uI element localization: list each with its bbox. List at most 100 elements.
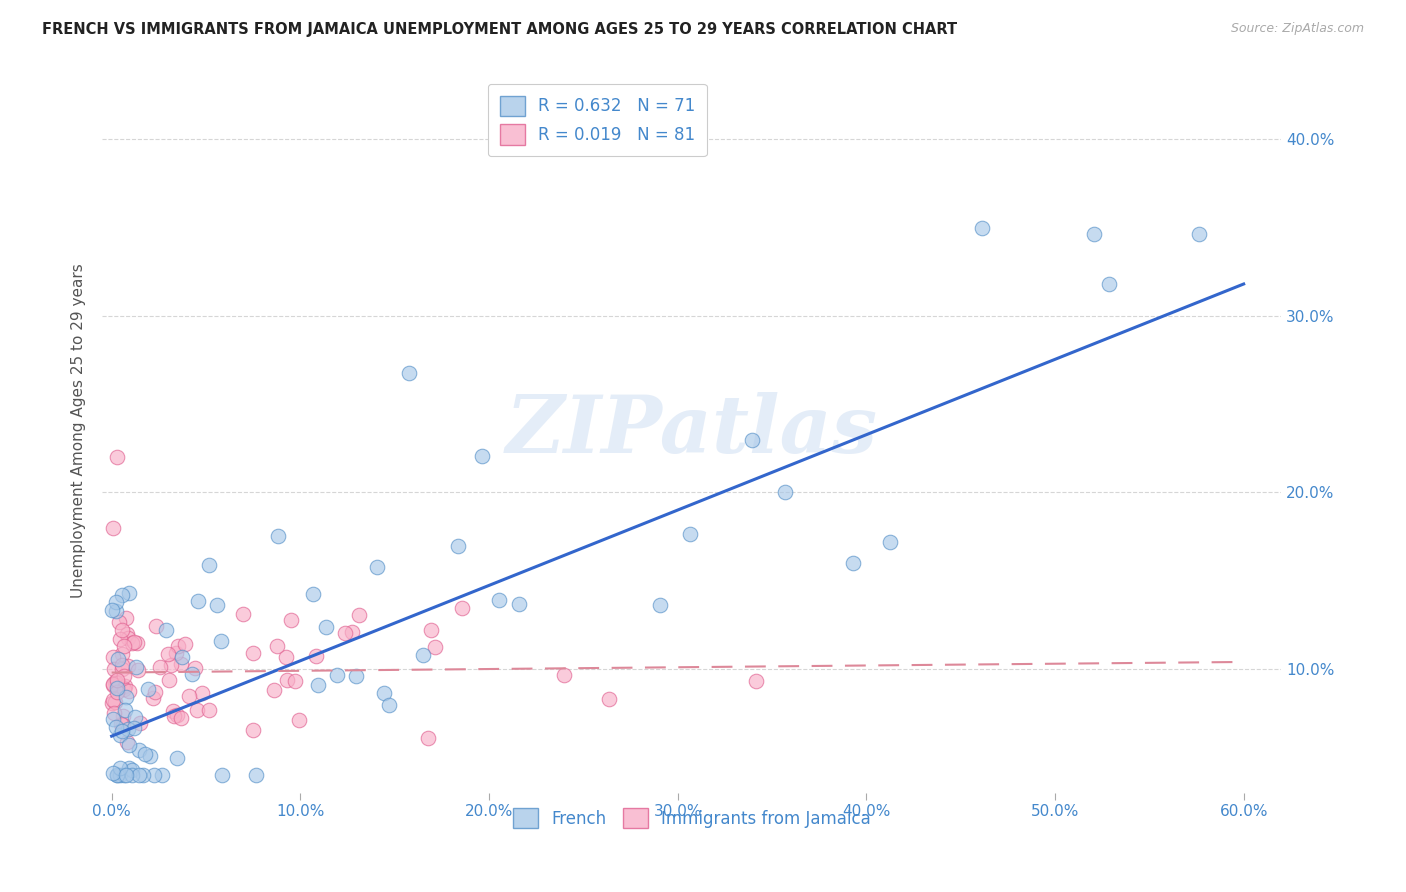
Point (598, 692, 620, 706)
Point (105, 768, 128, 782)
Point (1098, 277, 1121, 291)
Point (101, 521, 124, 535)
Point (101, 677, 124, 691)
Point (180, 667, 202, 681)
Point (101, 603, 124, 617)
Point (111, 658, 134, 673)
Point (1083, 227, 1105, 242)
Point (650, 598, 672, 612)
Point (117, 659, 139, 673)
Point (287, 713, 309, 727)
Point (1188, 227, 1211, 241)
Point (125, 659, 148, 673)
Point (117, 626, 139, 640)
Text: ZIPatlas: ZIPatlas (506, 392, 877, 469)
Point (842, 557, 865, 571)
Point (105, 681, 128, 695)
Point (412, 648, 434, 662)
Point (117, 586, 139, 600)
Point (101, 693, 124, 707)
Point (315, 620, 337, 634)
Point (107, 678, 129, 692)
Point (136, 681, 159, 696)
Point (183, 661, 205, 675)
Point (150, 768, 173, 782)
Point (124, 710, 146, 724)
Point (420, 623, 443, 637)
Point (242, 723, 264, 738)
Point (111, 589, 134, 603)
Point (425, 640, 447, 654)
Point (773, 484, 796, 499)
Point (105, 673, 128, 687)
Point (170, 650, 193, 665)
Point (347, 608, 370, 623)
Point (744, 674, 766, 689)
Point (108, 728, 131, 742)
Point (111, 647, 134, 661)
Point (114, 679, 136, 693)
Point (373, 686, 395, 700)
Point (191, 686, 214, 700)
Point (127, 663, 149, 677)
Point (333, 625, 356, 640)
Text: Source: ZipAtlas.com: Source: ZipAtlas.com (1230, 22, 1364, 36)
Point (416, 731, 439, 746)
Point (232, 607, 254, 621)
Point (105, 604, 128, 618)
Point (103, 706, 125, 720)
Point (245, 768, 267, 782)
Point (110, 768, 132, 782)
Point (166, 751, 188, 765)
Point (679, 526, 702, 541)
Point (101, 712, 124, 726)
Point (115, 768, 138, 782)
Point (263, 682, 285, 697)
Point (170, 657, 193, 671)
Point (115, 611, 138, 625)
Point (160, 658, 183, 673)
Point (177, 689, 200, 703)
Point (155, 623, 177, 637)
Point (105, 450, 128, 464)
Point (157, 673, 180, 687)
Point (205, 598, 228, 612)
Point (117, 722, 139, 736)
Text: FRENCH VS IMMIGRANTS FROM JAMAICA UNEMPLOYMENT AMONG AGES 25 TO 29 YEARS CORRELA: FRENCH VS IMMIGRANTS FROM JAMAICA UNEMPL… (42, 22, 957, 37)
Point (127, 636, 149, 650)
Point (122, 721, 145, 735)
Point (170, 711, 193, 725)
Point (128, 743, 150, 757)
Point (242, 647, 264, 661)
Point (118, 738, 141, 752)
Point (108, 761, 131, 775)
Point (111, 724, 134, 739)
Point (128, 768, 150, 782)
Point (398, 366, 420, 380)
Point (101, 649, 124, 664)
Point (134, 747, 156, 762)
Point (101, 696, 124, 710)
Point (124, 634, 146, 648)
Point (142, 690, 165, 705)
Point (167, 639, 190, 653)
Point (108, 632, 131, 647)
Point (111, 680, 134, 694)
Point (276, 673, 298, 687)
Point (446, 539, 468, 553)
Point (305, 648, 328, 663)
Point (197, 558, 219, 572)
Point (121, 768, 143, 782)
Point (174, 637, 197, 651)
Point (111, 662, 134, 676)
Point (346, 668, 368, 682)
Point (118, 761, 141, 775)
Point (280, 613, 302, 627)
Point (104, 675, 127, 690)
Legend: French, Immigrants from Jamaica: French, Immigrants from Jamaica (506, 801, 877, 835)
Point (970, 221, 993, 235)
Point (156, 648, 179, 662)
Point (508, 597, 530, 611)
Point (162, 704, 184, 718)
Point (340, 624, 363, 639)
